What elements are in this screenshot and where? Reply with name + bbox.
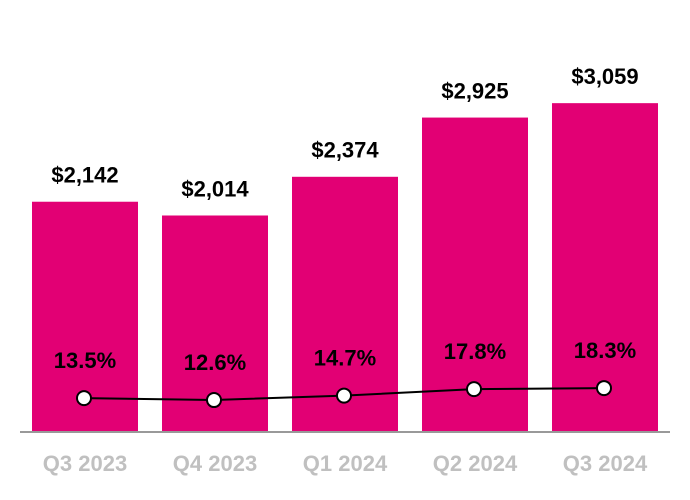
x-tick-label: Q3 2024 <box>563 451 648 476</box>
line-value-label: 17.8% <box>444 339 506 364</box>
line-marker <box>336 387 352 404</box>
line-marker <box>206 392 222 409</box>
line-value-label: 12.6% <box>184 350 246 375</box>
bar <box>552 103 658 432</box>
line-marker <box>596 380 612 397</box>
line-marker <box>466 381 482 398</box>
x-tick-label: Q1 2024 <box>303 451 388 476</box>
bar-value-label: $2,925 <box>441 78 508 103</box>
line-value-label: 14.7% <box>314 345 376 370</box>
x-tick-label: Q3 2023 <box>43 451 127 476</box>
line-value-label: 18.3% <box>574 338 636 363</box>
x-tick-label: Q4 2023 <box>173 451 257 476</box>
line-marker <box>76 390 92 407</box>
x-tick-label: Q2 2024 <box>433 451 518 476</box>
bar <box>422 117 528 432</box>
bar-value-label: $2,142 <box>51 163 118 188</box>
bar-value-label: $3,059 <box>571 64 638 89</box>
line-value-label: 13.5% <box>54 348 116 373</box>
bar-value-label: $2,374 <box>311 138 379 163</box>
bar-value-label: $2,014 <box>181 176 249 201</box>
